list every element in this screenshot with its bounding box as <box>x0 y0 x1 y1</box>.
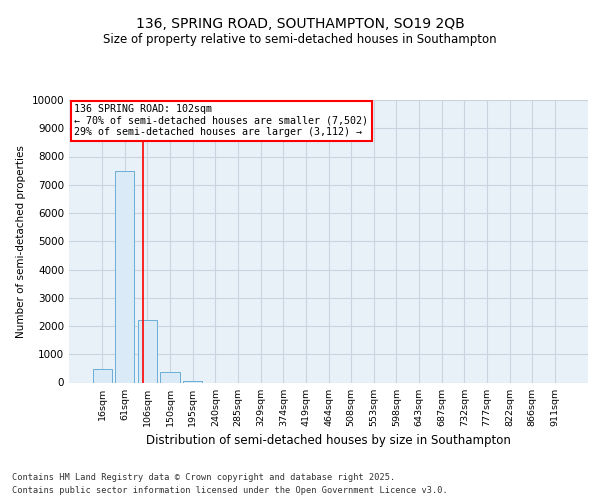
Text: 136, SPRING ROAD, SOUTHAMPTON, SO19 2QB: 136, SPRING ROAD, SOUTHAMPTON, SO19 2QB <box>136 18 464 32</box>
Bar <box>92 368 112 382</box>
Bar <box>138 320 157 382</box>
Text: Contains HM Land Registry data © Crown copyright and database right 2025.: Contains HM Land Registry data © Crown c… <box>12 472 395 482</box>
Bar <box>160 372 180 382</box>
Text: Contains public sector information licensed under the Open Government Licence v3: Contains public sector information licen… <box>12 486 448 495</box>
Bar <box>115 170 134 382</box>
Text: Size of property relative to semi-detached houses in Southampton: Size of property relative to semi-detach… <box>103 32 497 46</box>
Bar <box>183 381 202 382</box>
Y-axis label: Number of semi-detached properties: Number of semi-detached properties <box>16 145 26 338</box>
X-axis label: Distribution of semi-detached houses by size in Southampton: Distribution of semi-detached houses by … <box>146 434 511 447</box>
Text: 136 SPRING ROAD: 102sqm
← 70% of semi-detached houses are smaller (7,502)
29% of: 136 SPRING ROAD: 102sqm ← 70% of semi-de… <box>74 104 368 138</box>
